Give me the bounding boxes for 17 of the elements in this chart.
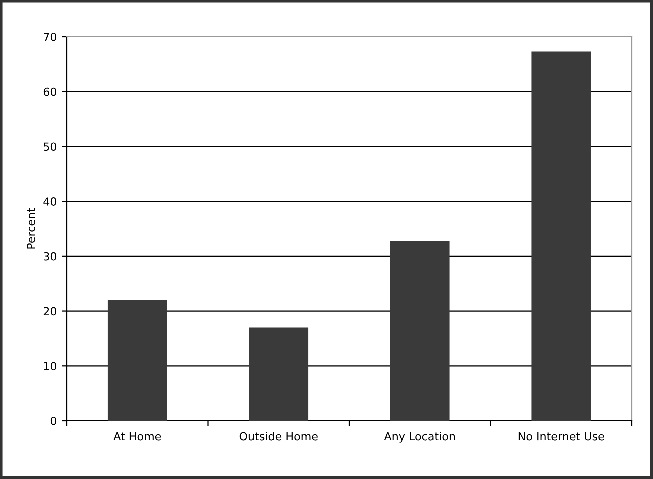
y-tick-label: 30: [44, 252, 57, 261]
x-tick-label: No Internet Use: [518, 432, 604, 441]
y-tick-label: 40: [44, 198, 57, 206]
bar: [108, 300, 168, 421]
y-tick-label: 60: [44, 88, 57, 96]
y-tick-label: 50: [44, 142, 57, 152]
bar: [249, 328, 309, 421]
y-axis-title: Percent: [27, 208, 36, 249]
x-tick-label: At Home: [114, 432, 162, 441]
x-tick-label: Outside Home: [240, 432, 318, 441]
y-tick-label: 0: [50, 416, 57, 426]
x-tick-label: Any Location: [384, 432, 456, 443]
bar: [390, 241, 450, 421]
y-tick-label: 70: [44, 32, 57, 42]
y-tick-label: 20: [44, 307, 57, 316]
bar: [532, 52, 592, 421]
y-tick-label: 10: [44, 362, 57, 371]
